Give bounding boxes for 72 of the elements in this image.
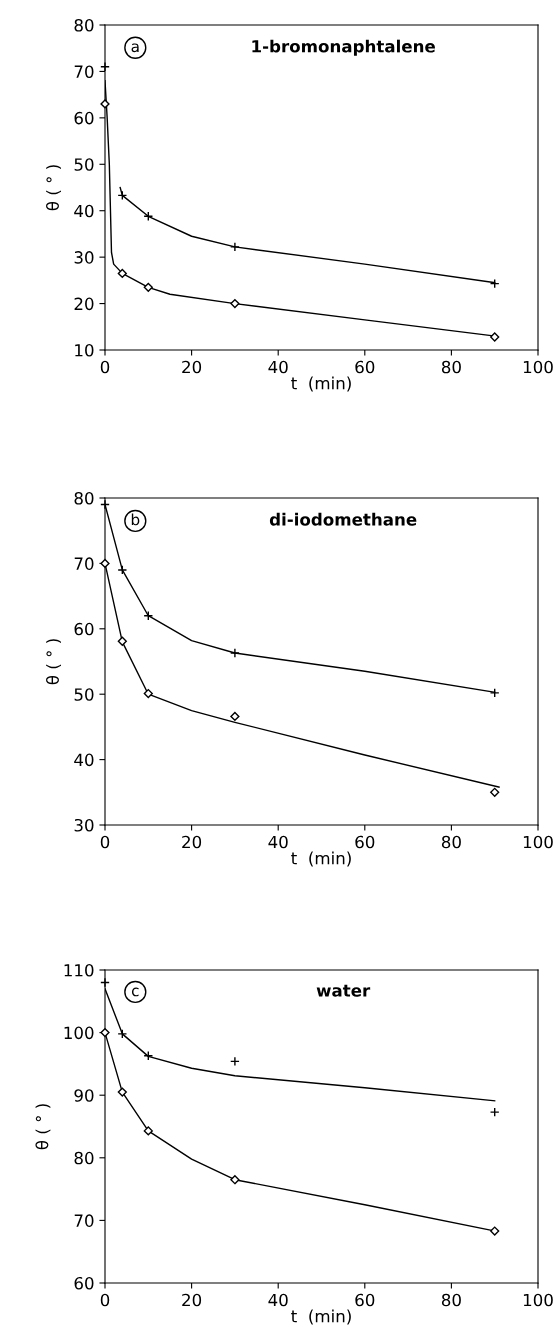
annotation: c: [131, 987, 139, 997]
point: [117, 1087, 127, 1097]
x-tick-label: 100: [523, 1293, 553, 1307]
x-tick-label: 60: [355, 835, 375, 849]
x-tick-label: 80: [441, 360, 461, 374]
y-axis-title: θ ( ° ): [35, 1104, 51, 1150]
y-tick-label: 80: [74, 1151, 94, 1165]
point: [100, 61, 110, 72]
point: [490, 1226, 500, 1236]
x-tick-label: 40: [268, 1293, 288, 1307]
point: [230, 648, 240, 658]
point: [230, 711, 240, 722]
text: 1-bromonaphtalene: [252, 39, 435, 56]
x-tick-label: 100: [523, 835, 553, 849]
point: [117, 1028, 128, 1039]
text: water: [316, 984, 371, 997]
x-tick-label: 60: [355, 360, 375, 374]
point: [230, 1175, 240, 1185]
y-tick-label: 110: [64, 963, 94, 977]
point: [100, 977, 110, 988]
point: [100, 99, 110, 109]
point: [230, 298, 240, 309]
y-tick-label: 40: [74, 753, 94, 767]
text: di-iodomethane: [269, 512, 417, 526]
x-tick-label: 0: [100, 360, 110, 374]
y-tick-label: 70: [74, 557, 94, 570]
annotation: b: [131, 513, 140, 526]
x-tick-label: 0: [100, 835, 110, 849]
x-axis-title: t (min): [291, 851, 351, 867]
x-tick-label: 20: [182, 360, 202, 374]
y-tick-label: 60: [74, 111, 94, 125]
point: [490, 787, 500, 797]
y-tick-label: 80: [74, 18, 94, 32]
y-tick-label: 70: [74, 65, 94, 78]
x-tick-label: 20: [182, 1293, 202, 1307]
annotation: a: [131, 43, 139, 53]
y-tick-label: 20: [74, 297, 94, 311]
y-tick-label: 50: [74, 158, 94, 171]
point: [143, 282, 153, 292]
y-tick-label: 90: [74, 1089, 94, 1102]
point: [143, 1126, 153, 1136]
y-tick-label: 30: [74, 818, 94, 832]
y-tick-label: 40: [74, 204, 94, 218]
y-tick-label: 60: [74, 1276, 94, 1290]
x-tick-label: 40: [268, 835, 288, 849]
point: [489, 1107, 500, 1117]
point: [230, 1056, 240, 1067]
y-tick-label: 60: [74, 622, 94, 636]
y-tick-label: 100: [64, 1026, 94, 1040]
x-tick-label: 80: [441, 1293, 461, 1307]
point: [117, 565, 128, 575]
point: [489, 688, 500, 698]
y-tick-label: 80: [74, 491, 94, 505]
x-tick-label: 40: [268, 360, 288, 374]
point: [490, 332, 500, 342]
point: [143, 688, 153, 699]
x-tick-label: 20: [182, 835, 202, 849]
point: [230, 242, 240, 252]
x-tick-label: 80: [441, 835, 461, 849]
x-axis-title: t (min): [291, 1309, 351, 1325]
point: [117, 636, 127, 646]
x-tick-label: 0: [100, 1293, 110, 1307]
x-tick-label: 60: [355, 1293, 375, 1307]
y-tick-label: 50: [74, 688, 94, 701]
y-tick-label: 30: [74, 251, 94, 264]
point: [117, 268, 127, 279]
y-tick-label: 10: [75, 343, 94, 357]
y-tick-label: 70: [74, 1214, 94, 1227]
x-axis-title: t (min): [291, 376, 351, 392]
y-axis-title: θ ( ° ): [46, 639, 61, 685]
x-tick-label: 100: [523, 360, 553, 374]
y-axis-title: θ ( ° ): [46, 165, 61, 211]
